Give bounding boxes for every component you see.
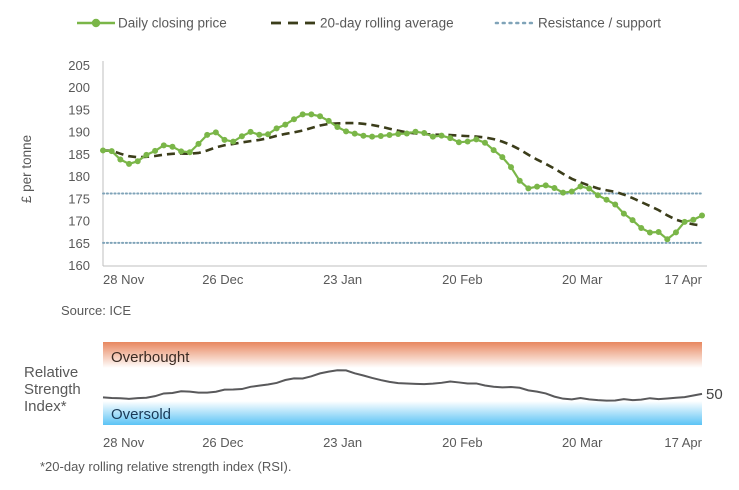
svg-text:185: 185 <box>68 147 90 162</box>
svg-text:Source: ICE: Source: ICE <box>61 303 131 318</box>
svg-text:28 Nov: 28 Nov <box>103 435 145 450</box>
svg-text:23 Jan: 23 Jan <box>323 435 362 450</box>
svg-text:17 Apr: 17 Apr <box>664 272 702 287</box>
svg-text:£ per tonne: £ per tonne <box>19 135 34 203</box>
svg-text:195: 195 <box>68 102 90 117</box>
svg-text:175: 175 <box>68 191 90 206</box>
svg-text:200: 200 <box>68 80 90 95</box>
svg-text:180: 180 <box>68 169 90 184</box>
svg-text:Overbought: Overbought <box>111 349 190 366</box>
svg-text:20 Mar: 20 Mar <box>562 435 603 450</box>
svg-text:165: 165 <box>68 236 90 251</box>
svg-text:170: 170 <box>68 214 90 229</box>
svg-text:20 Mar: 20 Mar <box>562 272 603 287</box>
svg-text:23 Jan: 23 Jan <box>323 272 362 287</box>
svg-text:Strength: Strength <box>24 381 81 398</box>
svg-text:205: 205 <box>68 58 90 73</box>
svg-text:20 Feb: 20 Feb <box>442 435 482 450</box>
svg-text:Resistance / support: Resistance / support <box>538 16 661 31</box>
svg-text:26 Dec: 26 Dec <box>202 272 244 287</box>
svg-text:190: 190 <box>68 125 90 140</box>
svg-text:17 Apr: 17 Apr <box>664 435 702 450</box>
svg-text:160: 160 <box>68 258 90 273</box>
svg-text:Daily closing price: Daily closing price <box>118 16 227 31</box>
svg-text:Oversold: Oversold <box>111 406 171 423</box>
svg-text:Relative: Relative <box>24 364 78 381</box>
svg-text:28 Nov: 28 Nov <box>103 272 145 287</box>
svg-text:Index*: Index* <box>24 398 67 415</box>
svg-text:20 Feb: 20 Feb <box>442 272 482 287</box>
svg-text:20-day rolling average: 20-day rolling average <box>320 16 454 31</box>
svg-text:26 Dec: 26 Dec <box>202 435 244 450</box>
svg-text:*20-day rolling relative stren: *20-day rolling relative strength index … <box>40 459 291 474</box>
svg-text:50: 50 <box>706 386 723 403</box>
